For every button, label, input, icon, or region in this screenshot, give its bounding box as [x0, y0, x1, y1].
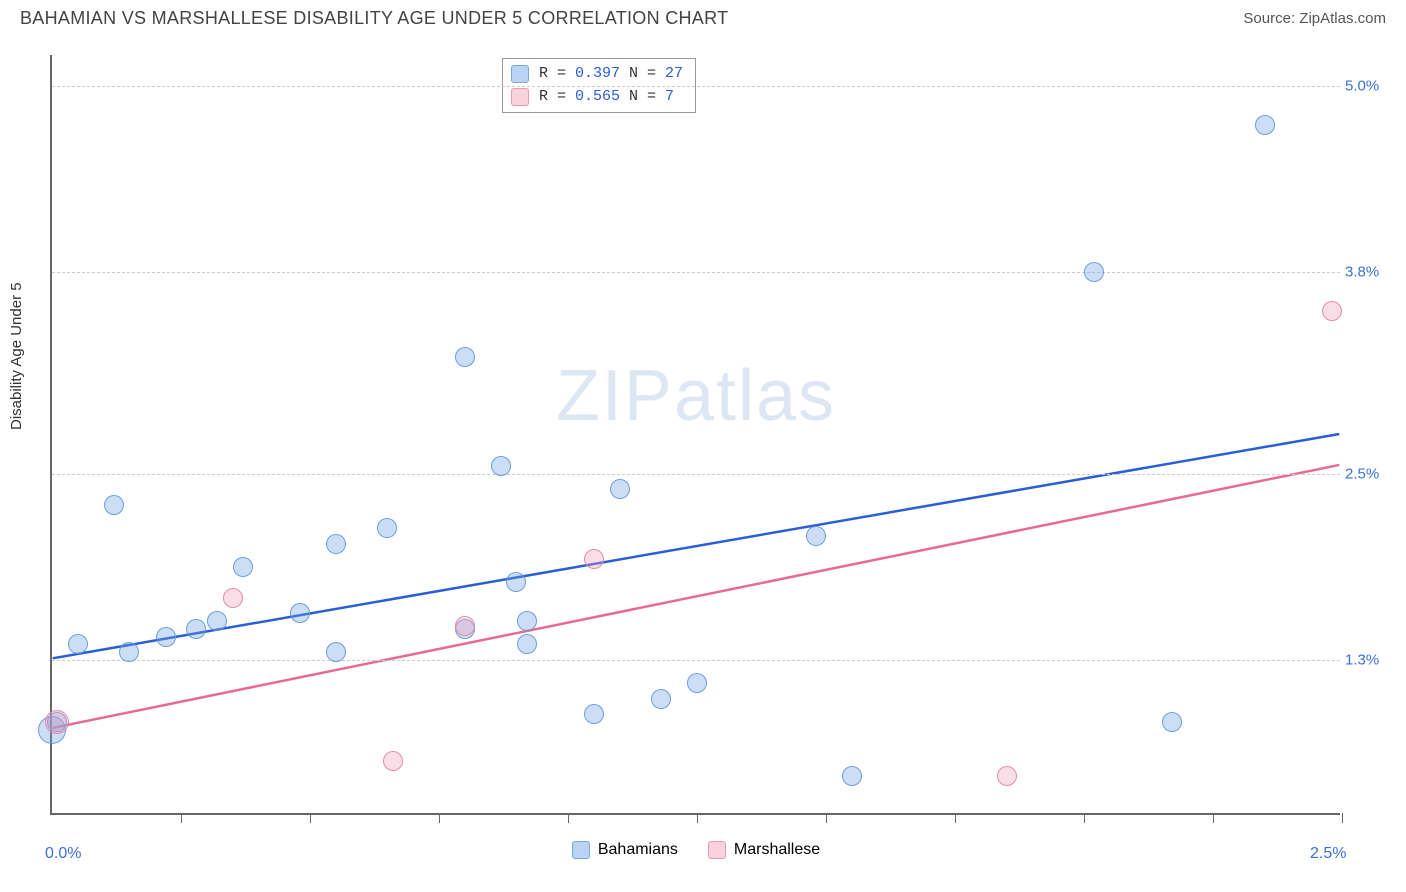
- x-tick: [1084, 813, 1085, 823]
- data-point: [223, 588, 243, 608]
- legend-swatch: [511, 65, 529, 83]
- y-tick-label: 5.0%: [1345, 78, 1400, 95]
- legend-item-bahamians: Bahamians: [572, 841, 678, 859]
- x-tick: [697, 813, 698, 823]
- data-point: [377, 518, 397, 538]
- x-tick: [955, 813, 956, 823]
- data-point: [506, 572, 526, 592]
- data-point: [290, 603, 310, 623]
- x-tick: [439, 813, 440, 823]
- data-point: [517, 611, 537, 631]
- data-point: [104, 495, 124, 515]
- x-tick: [1342, 813, 1343, 823]
- series-legend: Bahamians Marshallese: [52, 841, 1340, 859]
- data-point: [186, 619, 206, 639]
- data-point: [383, 751, 403, 771]
- data-point: [806, 526, 826, 546]
- data-point: [326, 642, 346, 662]
- data-point: [1162, 712, 1182, 732]
- data-point: [651, 689, 671, 709]
- gridline: [52, 86, 1340, 87]
- data-point: [455, 616, 475, 636]
- data-point: [1322, 301, 1342, 321]
- data-point: [68, 634, 88, 654]
- gridline: [52, 272, 1340, 273]
- source-attribution: Source: ZipAtlas.com: [1243, 10, 1386, 27]
- source-label: Source:: [1243, 10, 1299, 27]
- y-tick-label: 3.8%: [1345, 264, 1400, 281]
- data-point: [207, 611, 227, 631]
- legend-corr-text: R = 0.565 N = 7: [539, 86, 674, 109]
- data-point: [156, 627, 176, 647]
- legend-item-marshallese: Marshallese: [708, 841, 820, 859]
- legend-swatch: [511, 88, 529, 106]
- data-point: [687, 673, 707, 693]
- data-point: [491, 456, 511, 476]
- x-axis-max-label: 2.5%: [1310, 845, 1346, 863]
- chart-title: BAHAMIAN VS MARSHALLESE DISABILITY AGE U…: [20, 8, 728, 29]
- x-tick: [568, 813, 569, 823]
- gridline: [52, 660, 1340, 661]
- gridline: [52, 474, 1340, 475]
- header: BAHAMIAN VS MARSHALLESE DISABILITY AGE U…: [0, 0, 1406, 33]
- chart-plot-area: ZIPatlas R = 0.397 N = 27R = 0.565 N = 7…: [50, 55, 1340, 815]
- regression-lines-layer: [52, 55, 1340, 813]
- regression-line: [53, 434, 1340, 658]
- data-point: [610, 479, 630, 499]
- x-tick: [826, 813, 827, 823]
- x-axis-min-label: 0.0%: [45, 845, 81, 863]
- data-point: [584, 549, 604, 569]
- data-point: [1255, 115, 1275, 135]
- y-axis-label: Disability Age Under 5: [8, 282, 25, 430]
- x-tick: [1213, 813, 1214, 823]
- data-point: [326, 534, 346, 554]
- legend-corr-row: R = 0.565 N = 7: [511, 86, 683, 109]
- data-point: [517, 634, 537, 654]
- data-point: [119, 642, 139, 662]
- legend-label-marshallese: Marshallese: [734, 841, 820, 859]
- data-point: [455, 347, 475, 367]
- legend-swatch-pink: [708, 841, 726, 859]
- y-tick-label: 2.5%: [1345, 465, 1400, 482]
- data-point: [233, 557, 253, 577]
- data-point: [45, 710, 69, 734]
- x-tick: [181, 813, 182, 823]
- data-point: [842, 766, 862, 786]
- data-point: [997, 766, 1017, 786]
- legend-swatch-blue: [572, 841, 590, 859]
- legend-corr-row: R = 0.397 N = 27: [511, 63, 683, 86]
- data-point: [584, 704, 604, 724]
- legend-corr-text: R = 0.397 N = 27: [539, 63, 683, 86]
- data-point: [1084, 262, 1104, 282]
- source-link[interactable]: ZipAtlas.com: [1299, 10, 1386, 27]
- legend-label-bahamians: Bahamians: [598, 841, 678, 859]
- y-tick-label: 1.3%: [1345, 651, 1400, 668]
- x-tick: [310, 813, 311, 823]
